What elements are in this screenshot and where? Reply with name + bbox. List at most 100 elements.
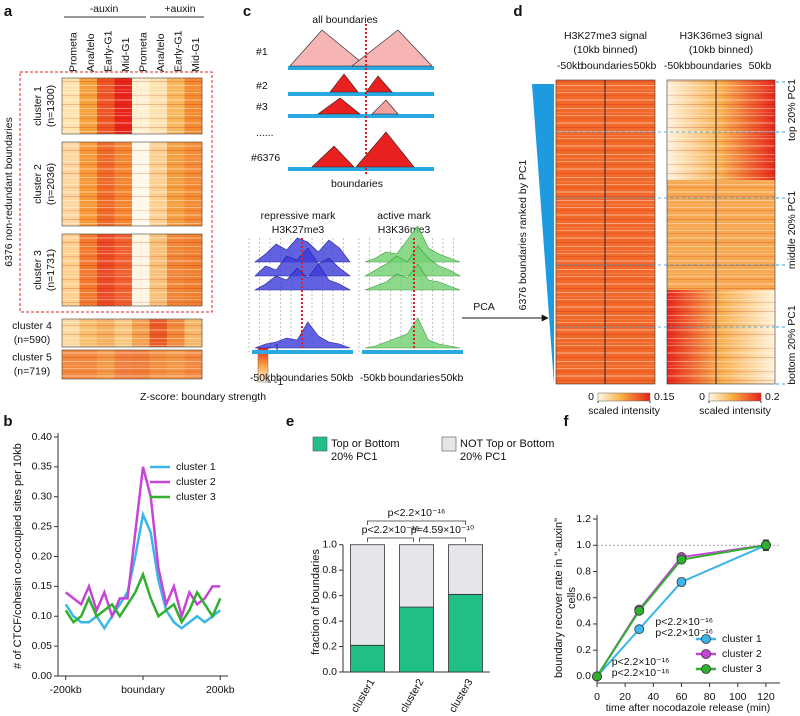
boundary-track bbox=[362, 350, 463, 354]
boundary-triangle bbox=[365, 75, 393, 93]
series-marker bbox=[676, 577, 687, 587]
colorbar-tick-label: 0.2 bbox=[765, 391, 780, 403]
boundary-triangle bbox=[317, 97, 361, 115]
panel-label: b bbox=[3, 413, 12, 430]
y-tick-label: 0.35 bbox=[32, 461, 53, 473]
colorbar-tick-label: 0 bbox=[588, 391, 594, 403]
boundary-track bbox=[252, 350, 353, 354]
heatmap-texture bbox=[62, 78, 202, 134]
y-tick-label: 0.0 bbox=[322, 666, 337, 678]
axis-label: 50kb bbox=[634, 60, 657, 72]
series-line bbox=[64, 570, 222, 625]
colorbar-tick-label: -1 bbox=[274, 376, 283, 388]
mark-name: H3K36me3 bbox=[378, 224, 431, 236]
x-tick-label: -200kb bbox=[50, 684, 82, 696]
axis-label: 50kb bbox=[749, 60, 772, 72]
signal-ridge bbox=[364, 263, 461, 291]
series-marker bbox=[761, 540, 771, 551]
x-tick-label: cluster1 bbox=[349, 677, 378, 715]
x-tick-label: cluster2 bbox=[398, 677, 427, 715]
group-label: middle 20% PC1 bbox=[786, 191, 798, 269]
bar-segment bbox=[350, 544, 385, 646]
x-axis-title: time after nocodazole release (min) bbox=[606, 702, 771, 714]
boundary-triangle bbox=[311, 145, 355, 168]
x-tick-label: 80 bbox=[704, 691, 716, 703]
y-tick-label: 0.30 bbox=[32, 491, 53, 503]
group-label: bottom 20% PC1 bbox=[786, 305, 798, 385]
heatmap-texture bbox=[62, 350, 202, 379]
bar-segment bbox=[399, 544, 434, 608]
signal-ridge bbox=[253, 263, 352, 291]
x-tick-label: 60 bbox=[676, 691, 688, 703]
x-tick-label: 0 bbox=[594, 691, 600, 703]
group-label: top 20% PC1 bbox=[786, 79, 798, 141]
axis-label: -50kb bbox=[557, 60, 583, 72]
annotation: p<2.2×10⁻¹⁶ bbox=[388, 507, 446, 519]
diagram-title: all boundaries bbox=[312, 14, 377, 26]
legend-label: cluster 2 bbox=[176, 476, 216, 488]
significance-bracket bbox=[419, 537, 466, 542]
annotation: p<2.2×10⁻¹⁶ bbox=[612, 667, 670, 679]
series-marker bbox=[592, 671, 602, 682]
y-axis-title: # of CTCF/cohesin co-occupied sites per … bbox=[11, 443, 24, 669]
axis-label: -50kb bbox=[360, 372, 386, 384]
colorbar-title: scaled intensity bbox=[588, 405, 661, 417]
legend-label: NOT Top or Bottom 20% PC1 bbox=[460, 438, 555, 463]
series-marker bbox=[676, 554, 687, 565]
boundary-triangle bbox=[289, 29, 367, 67]
legend-swatch bbox=[312, 436, 328, 452]
legend-label: cluster 1 bbox=[176, 461, 216, 473]
y-tick-label: 0.15 bbox=[32, 580, 53, 592]
heatmap-texture bbox=[62, 319, 202, 347]
axis-label: boundaries bbox=[581, 60, 633, 72]
row-title: 6376 non-redundant boundaries bbox=[3, 117, 15, 266]
panel-label: d bbox=[513, 3, 522, 20]
legend-label: cluster 3 bbox=[722, 663, 762, 675]
x-tick-label: cluster3 bbox=[447, 677, 476, 715]
legend-marker bbox=[701, 634, 711, 644]
heatmap-texture bbox=[62, 142, 202, 226]
series-line bbox=[64, 510, 222, 631]
colorbar-title: scaled intensity bbox=[699, 405, 772, 417]
heatmap-texture bbox=[62, 234, 202, 306]
boundary-triangle bbox=[329, 73, 359, 93]
y-tick-label: 0.2 bbox=[576, 644, 591, 656]
heatmap-subtitle: (10kb binned) bbox=[689, 44, 753, 56]
annotation: p<2.2×10⁻¹⁶ bbox=[362, 524, 420, 536]
legend-label: Top or Bottom 20% PC1 bbox=[331, 438, 400, 463]
heatmap-frame bbox=[61, 233, 203, 307]
axis-label: -50kb bbox=[664, 60, 690, 72]
mark-title: repressive mark bbox=[261, 210, 336, 222]
axis-label: boundaries bbox=[388, 372, 440, 384]
stage-label: Early-G1 bbox=[103, 30, 115, 72]
colorbar-tick-label: 0.15 bbox=[654, 391, 675, 403]
cluster-box bbox=[19, 71, 213, 313]
row-label: #2 bbox=[256, 80, 268, 92]
bar-segment bbox=[399, 606, 434, 673]
rank-label: 6376 boundaries ranked by PC1 bbox=[517, 160, 529, 311]
cluster-size: (n=2036) bbox=[45, 163, 57, 205]
heatmap-frame bbox=[61, 318, 203, 348]
bar-segment bbox=[448, 593, 483, 673]
legend-swatch bbox=[441, 436, 457, 452]
bar-segment bbox=[448, 544, 483, 595]
axis-label: 50kb bbox=[331, 372, 354, 384]
colorbar-title: Z-score: boundary strength bbox=[140, 391, 266, 403]
signal-ridge bbox=[364, 225, 461, 263]
boundary-track bbox=[288, 66, 434, 70]
y-tick-label: 0.05 bbox=[32, 640, 53, 652]
significance-bracket bbox=[367, 537, 414, 542]
colorbar-tick-label: 0 bbox=[699, 391, 705, 403]
cluster-label: cluster 5 bbox=[12, 351, 52, 363]
boundary-triangle bbox=[355, 131, 415, 168]
y-tick-label: 0.0 bbox=[576, 670, 591, 682]
legend-label: cluster 3 bbox=[176, 491, 216, 503]
panel-label: c bbox=[243, 3, 251, 20]
signal-ridge bbox=[363, 245, 462, 277]
stage-label: Ana/telo bbox=[155, 33, 167, 72]
colorbar bbox=[708, 392, 762, 402]
series-marker bbox=[634, 624, 645, 635]
annotation: p<2.2×10⁻¹⁶ bbox=[655, 627, 713, 639]
y-tick-label: 0.6 bbox=[576, 592, 591, 604]
